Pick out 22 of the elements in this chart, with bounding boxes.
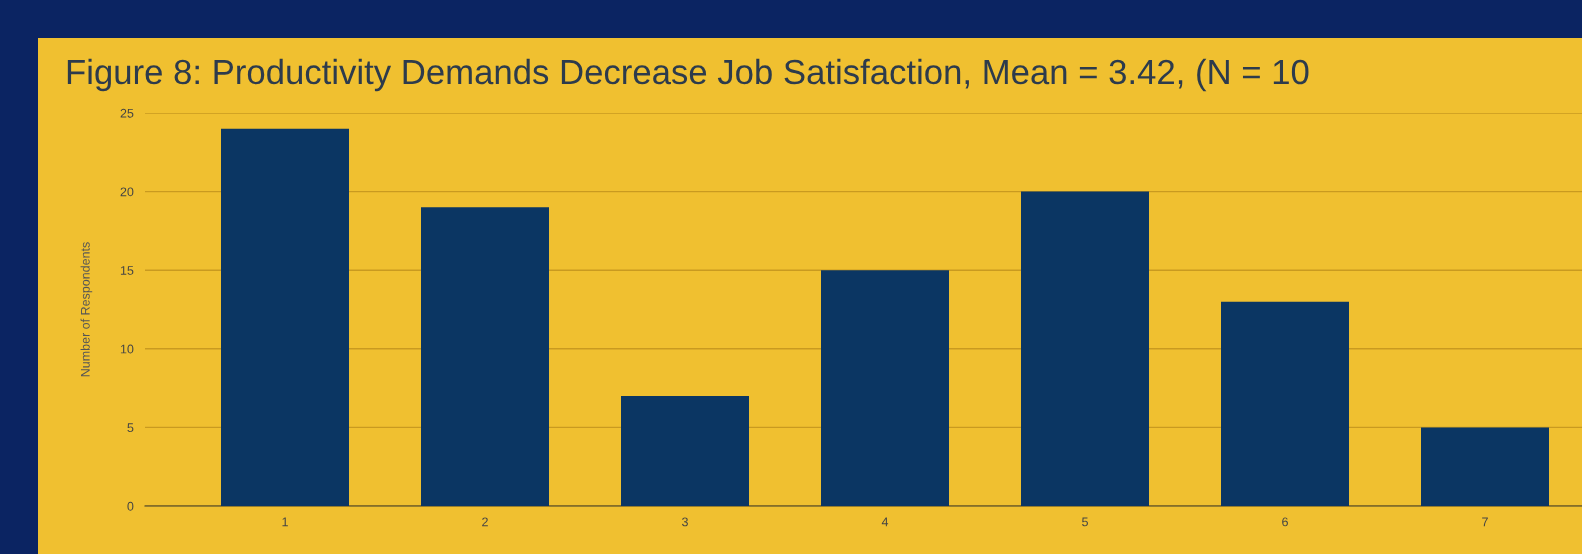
bar xyxy=(221,128,349,506)
x-tick-label: 6 xyxy=(1282,517,1288,527)
bar xyxy=(1421,427,1549,506)
bar xyxy=(1221,301,1349,506)
chart-title: Figure 8: Productivity Demands Decrease Job Satisfaction, Mean = 3.42, (N = 10 xyxy=(67,58,1309,92)
x-tick-label: 1 xyxy=(282,517,288,527)
x-tick-label: 5 xyxy=(1082,517,1088,527)
y-tick-label: 20 xyxy=(120,187,134,197)
bar xyxy=(421,207,549,506)
x-tick-label: 3 xyxy=(682,517,688,527)
x-tick-label: 2 xyxy=(482,517,488,527)
bar xyxy=(621,395,749,506)
y-axis-title: Number of Respondents xyxy=(80,242,93,377)
x-tick-label: 4 xyxy=(881,517,889,527)
y-tick-label: 25 xyxy=(120,108,134,118)
y-tick-label: 0 xyxy=(127,501,134,511)
y-tick-label: 10 xyxy=(120,344,134,354)
x-tick-label: 7 xyxy=(1482,517,1488,527)
y-tick-label: 15 xyxy=(120,266,134,275)
bar xyxy=(1021,191,1149,506)
y-tick-label: 5 xyxy=(127,423,134,433)
bar xyxy=(821,270,949,506)
